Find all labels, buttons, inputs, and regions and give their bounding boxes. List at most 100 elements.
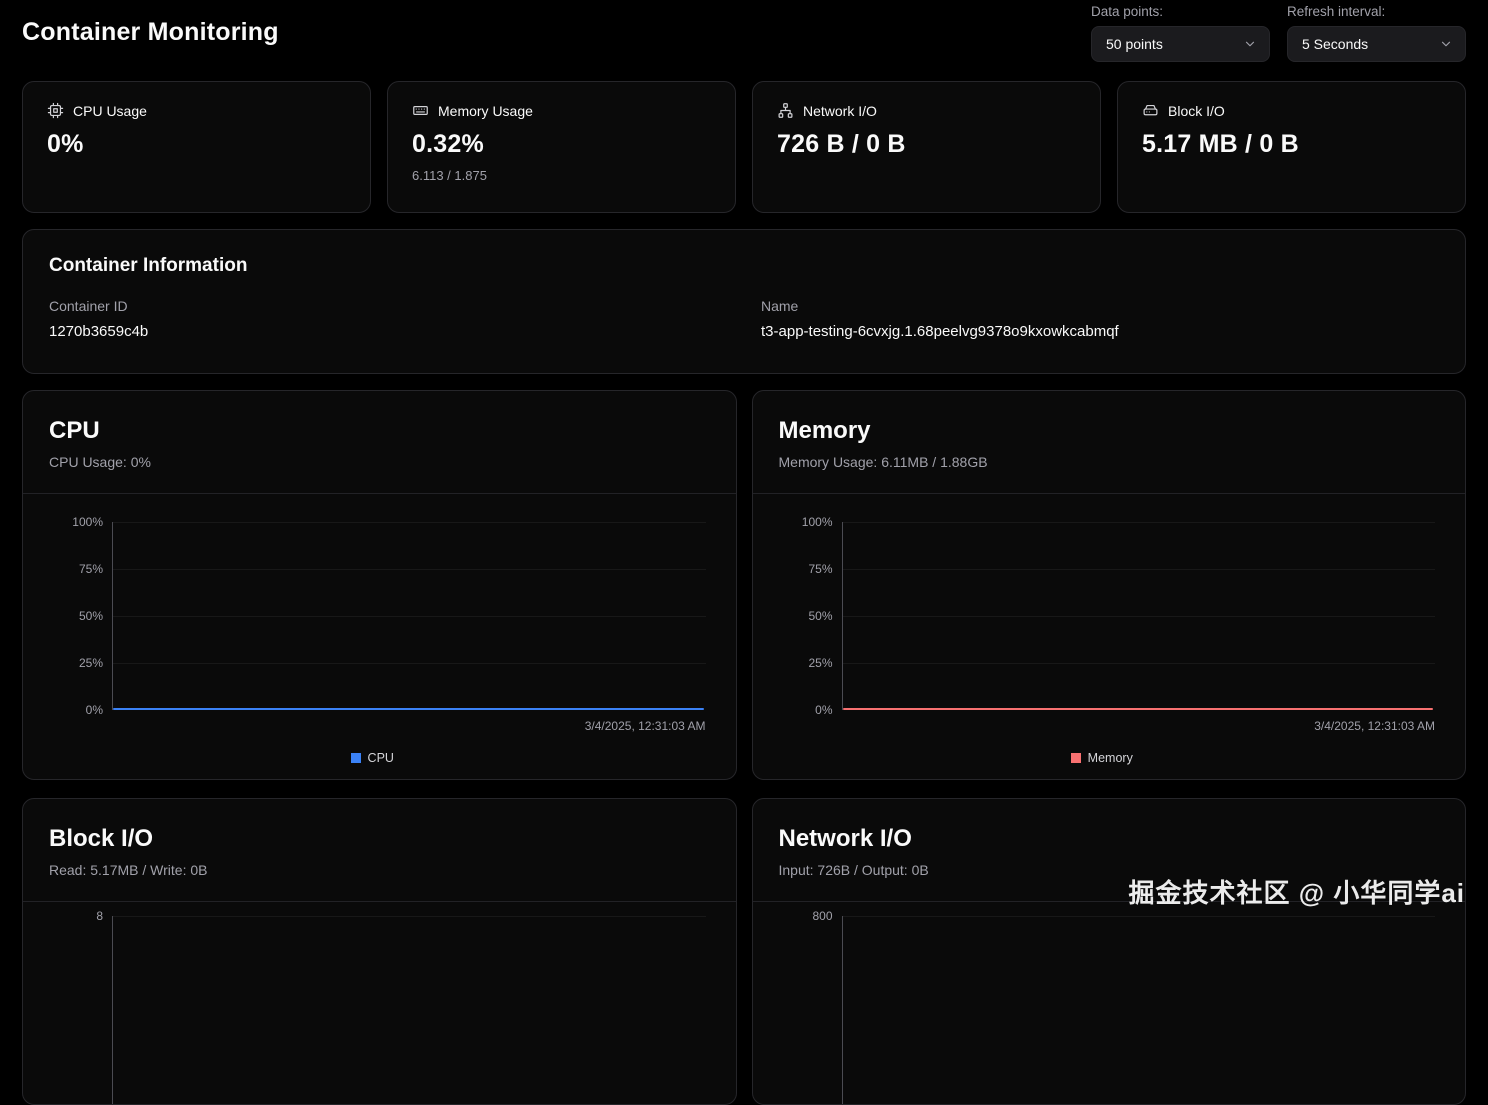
cpu-usage-value: 0% (47, 130, 84, 158)
refresh-interval-label: Refresh interval: (1287, 4, 1386, 19)
network-io-value: 726 B / 0 B (777, 130, 906, 158)
block-io-chart-body: 8 (23, 902, 736, 1104)
container-id-label: Container ID (49, 298, 128, 314)
memory-chart-y-axis: 100% 75% 50% 25% 0% (769, 515, 842, 717)
cpu-series-line (113, 708, 704, 710)
cpu-chart-plot-row: 100% 75% 50% 25% 0% (39, 515, 706, 717)
y-tick-label: 75% (808, 562, 833, 576)
memory-usage-card: Memory Usage 0.32% 6.113 / 1.875 (387, 81, 736, 213)
block-io-chart-title: Block I/O (49, 825, 154, 852)
data-points-label: Data points: (1091, 4, 1164, 19)
stats-row: CPU Usage 0% Memory Usage 0.32% 6.113 / … (22, 81, 1466, 213)
network-io-chart-panel: Network I/O Input: 726B / Output: 0B 800 (751, 798, 1466, 1105)
container-information-grid: Container ID 1270b3659c4b Name t3-app-te… (49, 298, 1439, 340)
memory-usage-value: 0.32% (412, 130, 484, 158)
gridline (113, 663, 706, 664)
gridline (842, 916, 1435, 917)
y-tick-label: 800 (812, 909, 833, 923)
page-title: Container Monitoring (22, 18, 279, 46)
cpu-chart-body: 100% 75% 50% 25% 0% 3/4/2025, 12:31:0 (23, 494, 736, 779)
block-io-card: Block I/O 5.17 MB / 0 B (1117, 81, 1466, 213)
refresh-interval-control: Refresh interval: 5 Seconds (1287, 4, 1466, 62)
header-controls: Data points: 50 points Refresh interval:… (1091, 4, 1466, 62)
gridline (113, 916, 706, 917)
network-io-chart-subtitle: Input: 726B / Output: 0B (778, 862, 929, 878)
memory-chart-plot-area[interactable] (841, 522, 1435, 710)
cpu-chart-y-axis: 100% 75% 50% 25% 0% (39, 515, 112, 717)
y-tick-label: 0% (85, 703, 103, 717)
block-io-chart-plot-row: 8 (39, 909, 706, 1104)
refresh-interval-selected-value: 5 Seconds (1302, 36, 1369, 52)
block-io-chart-panel: Block I/O Read: 5.17MB / Write: 0B 8 (22, 798, 737, 1105)
cpu-chart-x-axis-label: 3/4/2025, 12:31:03 AM (584, 719, 706, 733)
network-io-label: Network I/O (803, 102, 877, 119)
data-points-selected-value: 50 points (1106, 36, 1163, 52)
cpu-usage-label: CPU Usage (73, 102, 147, 119)
memory-chart-plot-row: 100% 75% 50% 25% 0% (769, 515, 1435, 717)
memory-chart-title: Memory (778, 417, 871, 444)
topbar: Container Monitoring Data points: 50 poi… (22, 4, 1466, 62)
memory-usage-subtext: 6.113 / 1.875 (412, 168, 487, 183)
memory-usage-label: Memory Usage (438, 102, 533, 119)
data-points-select[interactable]: 50 points (1091, 26, 1270, 62)
network-io-chart-header: Network I/O Input: 726B / Output: 0B (752, 799, 1465, 902)
gridline (842, 663, 1435, 664)
gridline (842, 569, 1435, 570)
memory-legend-label: Memory (1087, 751, 1133, 765)
memory-chart-header: Memory Memory Usage: 6.11MB / 1.88GB (752, 391, 1465, 494)
cpu-chart-legend: CPU (39, 751, 706, 779)
y-tick-label: 50% (78, 609, 103, 623)
y-tick-label: 50% (808, 609, 833, 623)
network-icon (778, 103, 793, 118)
gridline (113, 616, 706, 617)
cpu-chart-plot-area[interactable] (112, 522, 706, 710)
charts-row-top: CPU CPU Usage: 0% 100% 75% 50% 25% 0% (22, 390, 1466, 780)
cpu-chart-title: CPU (49, 417, 100, 444)
cpu-chart-header: CPU CPU Usage: 0% (23, 391, 736, 494)
cpu-chart-subtitle: CPU Usage: 0% (49, 454, 151, 470)
gridline (842, 522, 1435, 523)
cpu-chart-panel: CPU CPU Usage: 0% 100% 75% 50% 25% 0% (22, 390, 737, 780)
memory-series-line (842, 708, 1433, 710)
block-io-label: Block I/O (1168, 102, 1225, 119)
y-tick-label: 0% (815, 703, 833, 717)
block-io-chart-subtitle: Read: 5.17MB / Write: 0B (49, 862, 208, 878)
y-tick-label: 100% (801, 515, 833, 529)
container-name-label: Name (761, 298, 799, 314)
network-io-chart-title: Network I/O (778, 825, 912, 852)
block-io-chart-plot-area[interactable] (112, 916, 706, 1104)
container-id-value: 1270b3659c4b (49, 323, 149, 340)
memory-legend-swatch-icon (1070, 753, 1081, 763)
refresh-interval-select[interactable]: 5 Seconds (1287, 26, 1466, 62)
y-tick-label: 25% (808, 656, 833, 670)
y-tick-label: 75% (78, 562, 103, 576)
cpu-legend-label: CPU (367, 751, 394, 765)
y-tick-label: 100% (72, 515, 103, 529)
cpu-icon (47, 102, 64, 119)
block-io-card-header: Block I/O (1142, 102, 1441, 119)
memory-usage-card-header: Memory Usage (412, 102, 711, 119)
container-name-field: Name t3-app-testing-6cvxjg.1.68peelvg937… (761, 298, 1439, 340)
container-information-title: Container Information (49, 255, 248, 276)
memory-icon (413, 106, 428, 115)
cpu-usage-card: CPU Usage 0% (22, 81, 371, 213)
block-io-chart-y-axis: 8 (39, 909, 112, 1104)
network-io-chart-plot-row: 800 (769, 909, 1435, 1104)
block-io-value: 5.17 MB / 0 B (1142, 130, 1299, 158)
network-io-card: Network I/O 726 B / 0 B (752, 81, 1101, 213)
memory-chart-legend: Memory (769, 751, 1436, 779)
memory-chart-subtitle: Memory Usage: 6.11MB / 1.88GB (778, 454, 988, 470)
container-id-field: Container ID 1270b3659c4b (49, 298, 727, 340)
gridline (113, 569, 706, 570)
container-name-value: t3-app-testing-6cvxjg.1.68peelvg9378o9kx… (761, 323, 1119, 340)
container-information-panel: Container Information Container ID 1270b… (22, 229, 1466, 374)
y-tick-label: 8 (96, 909, 103, 923)
chevron-down-icon (1245, 41, 1255, 47)
network-io-chart-plot-area[interactable] (841, 916, 1435, 1104)
data-points-control: Data points: 50 points (1091, 4, 1270, 62)
memory-chart-panel: Memory Memory Usage: 6.11MB / 1.88GB 100… (751, 390, 1466, 780)
chevron-down-icon (1441, 41, 1451, 47)
block-io-chart-header: Block I/O Read: 5.17MB / Write: 0B (23, 799, 736, 902)
y-tick-label: 25% (78, 656, 103, 670)
